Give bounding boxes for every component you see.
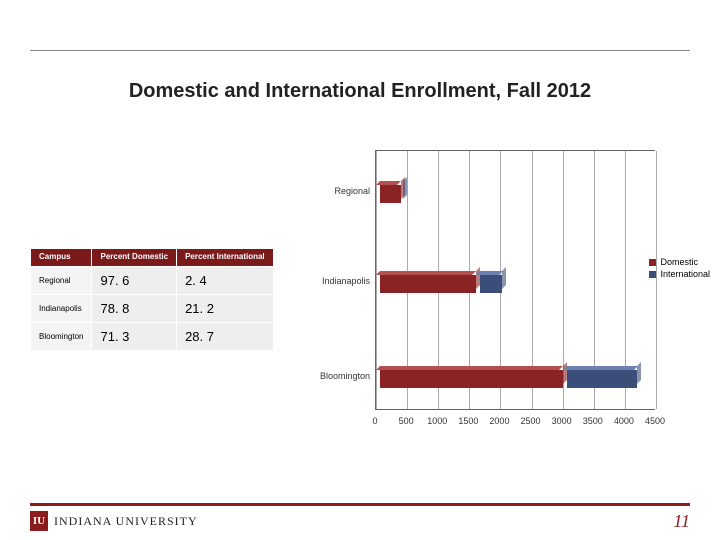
table-cell: 71. 3 [92, 322, 177, 350]
bar-domestic [376, 181, 401, 203]
x-tick-label: 4000 [614, 416, 634, 426]
table-cell: Indianapolis [31, 294, 92, 322]
x-axis: 050010001500200025003000350040004500 [375, 412, 655, 432]
legend-label: Domestic [660, 257, 698, 267]
legend-item-domestic: Domestic [649, 257, 710, 267]
x-tick-label: 2500 [521, 416, 541, 426]
x-tick-label: 4500 [645, 416, 665, 426]
bar-category-label: Bloomington [320, 371, 370, 381]
table-cell: 21. 2 [177, 294, 274, 322]
table-cell: 97. 6 [92, 266, 177, 294]
table-col-header: Campus [31, 249, 92, 267]
x-tick-label: 1000 [427, 416, 447, 426]
table-row: Indianapolis78. 821. 2 [31, 294, 274, 322]
page-number: 11 [673, 511, 690, 532]
x-tick-label: 3500 [583, 416, 603, 426]
legend-swatch-domestic [649, 259, 656, 266]
legend-item-international: International [649, 269, 710, 279]
x-tick-label: 2000 [489, 416, 509, 426]
trident-glyph: IU [33, 515, 45, 527]
table-header-row: Campus Percent Domestic Percent Internat… [31, 249, 274, 267]
table-cell: 28. 7 [177, 322, 274, 350]
table-col-header: Percent International [177, 249, 274, 267]
plot-area [375, 150, 655, 410]
iu-logo: IU Indiana University [30, 511, 198, 531]
table-cell: 2. 4 [177, 266, 274, 294]
legend-label: International [660, 269, 710, 279]
bar-domestic [376, 271, 476, 293]
bar-international [563, 366, 638, 388]
table-cell: Regional [31, 266, 92, 294]
enrollment-chart: 050010001500200025003000350040004500 Dom… [300, 150, 660, 430]
table-row: Bloomington71. 328. 7 [31, 322, 274, 350]
top-rule [30, 50, 690, 51]
footer-rule [30, 503, 690, 506]
bar-category-label: Indianapolis [322, 276, 370, 286]
table-col-header: Percent Domestic [92, 249, 177, 267]
page-title: Domestic and International Enrollment, F… [0, 80, 720, 103]
x-tick-label: 3000 [552, 416, 572, 426]
legend: Domestic International [649, 255, 710, 281]
footer: IU Indiana University 11 [30, 510, 690, 532]
table-cell: Bloomington [31, 322, 92, 350]
x-tick-label: 0 [372, 416, 377, 426]
bar-international [401, 181, 403, 203]
bar-domestic [376, 366, 563, 388]
trident-icon: IU [30, 511, 48, 531]
x-tick-label: 1500 [458, 416, 478, 426]
table-row: Regional97. 62. 4 [31, 266, 274, 294]
data-table: Campus Percent Domestic Percent Internat… [30, 248, 274, 351]
legend-swatch-international [649, 271, 656, 278]
table-cell: 78. 8 [92, 294, 177, 322]
bar-international [476, 271, 503, 293]
bar-category-label: Regional [334, 186, 370, 196]
iu-wordmark: Indiana University [54, 514, 198, 529]
x-tick-label: 500 [399, 416, 414, 426]
